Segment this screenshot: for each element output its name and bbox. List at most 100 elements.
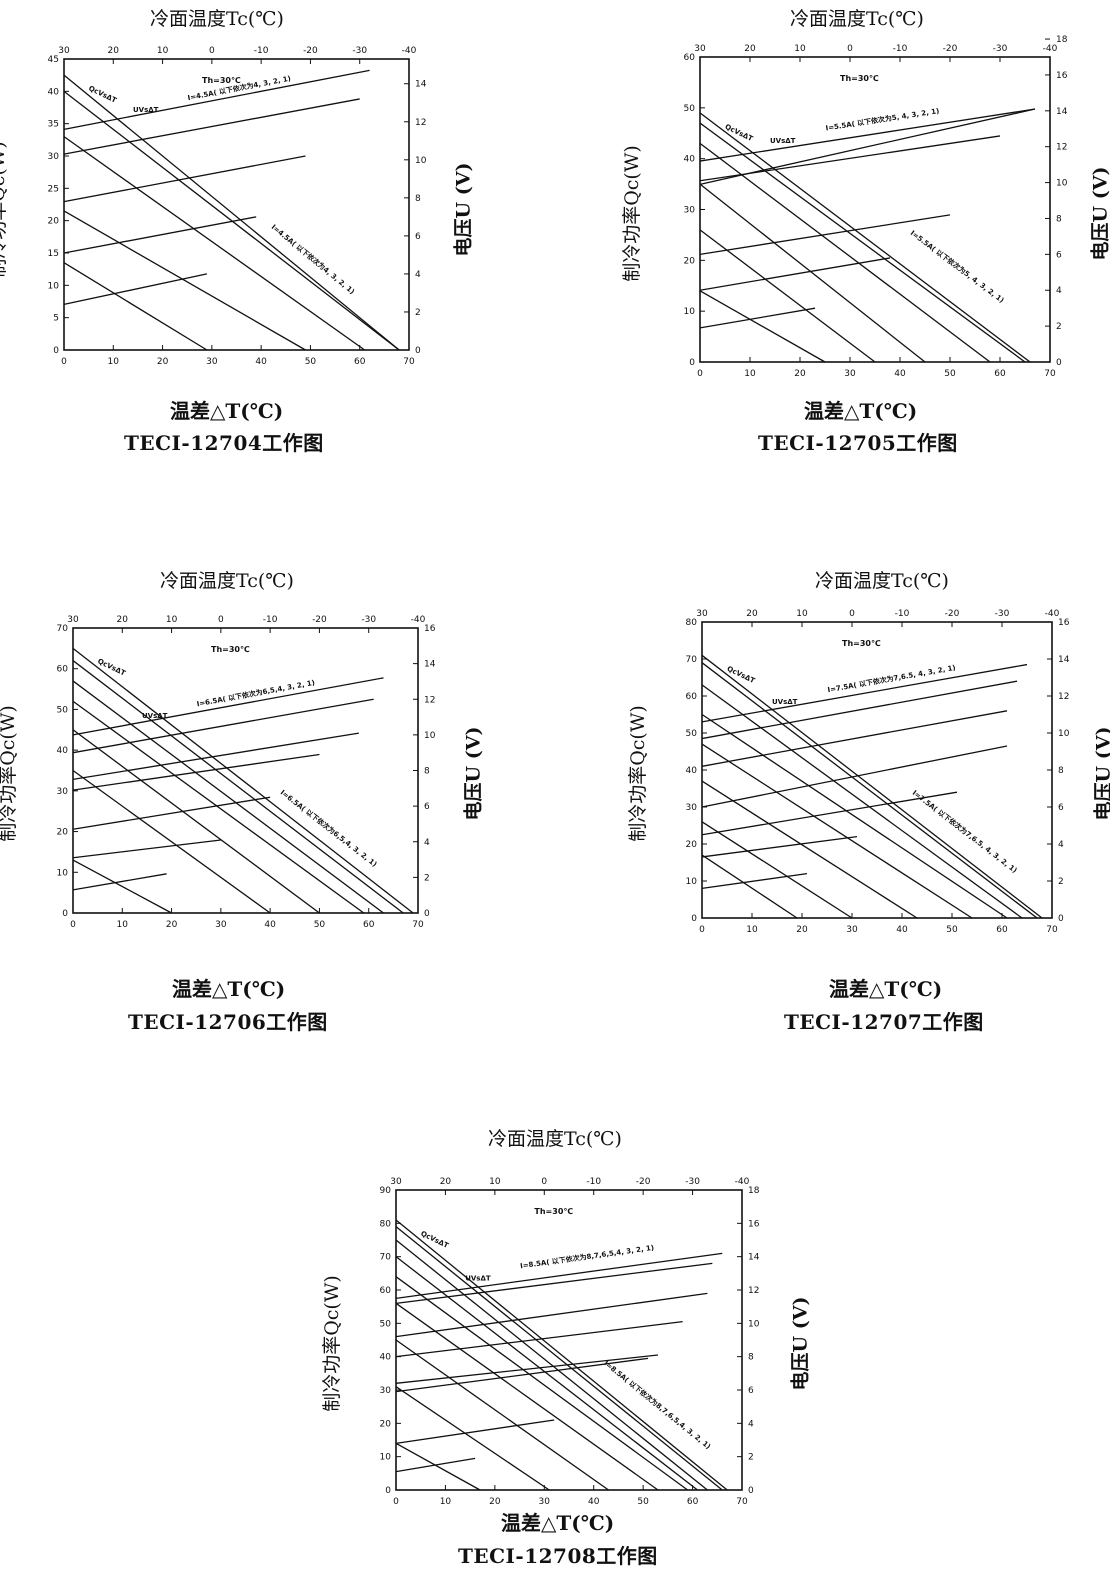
y2-tick-label: 14 xyxy=(415,80,427,90)
u-series-line xyxy=(63,155,306,203)
top-tick-label: -10 xyxy=(893,44,908,54)
y-tick-label: 40 xyxy=(380,1353,392,1363)
y2-tick-label: 4 xyxy=(424,838,430,848)
top-tick-label: -40 xyxy=(402,46,417,56)
chart-caption: TECI-12704工作图 xyxy=(124,431,324,455)
y-tick-label: 60 xyxy=(380,1286,392,1296)
u-series-line xyxy=(395,1457,476,1473)
condition-label: Th=30℃ xyxy=(202,76,241,85)
u-series-line xyxy=(72,698,374,754)
qc-series-line xyxy=(395,1339,609,1491)
y2-tick-label: 10 xyxy=(415,156,427,166)
y-tick-label: 10 xyxy=(686,877,698,887)
x-tick-label: 20 xyxy=(796,925,808,935)
qc-series-line xyxy=(699,229,876,363)
y2-tick-label: 10 xyxy=(1056,179,1068,189)
top-tick-label: 20 xyxy=(744,44,756,54)
qc-series-line xyxy=(699,142,991,363)
qc-series-line xyxy=(63,262,208,351)
y-tick-label: 30 xyxy=(48,152,60,162)
y-tick-label: 60 xyxy=(684,53,696,63)
y-tick-label: 50 xyxy=(380,1319,392,1329)
y-tick-label: 40 xyxy=(48,87,60,97)
y2-tick-label: 4 xyxy=(415,270,421,280)
x-tick-label: 40 xyxy=(264,920,276,930)
x-axis-label: 温差△T(℃) xyxy=(804,399,918,423)
y2-tick-label: 4 xyxy=(1058,840,1064,850)
top-tick-label: 20 xyxy=(117,615,129,625)
y-tick-label: 0 xyxy=(62,909,68,919)
x-tick-label: 30 xyxy=(215,920,227,930)
top-tick-label: -20 xyxy=(945,609,960,619)
top-tick-label: -10 xyxy=(263,615,278,625)
top-tick-label: -10 xyxy=(895,609,910,619)
x-tick-label: 70 xyxy=(403,357,415,367)
top-axis-title: 冷面温度Tc(℃) xyxy=(488,1128,622,1150)
top-tick-label: -40 xyxy=(1045,609,1060,619)
x-tick-label: 0 xyxy=(697,369,703,379)
y-tick-label: 30 xyxy=(380,1386,392,1396)
qc-series-line xyxy=(395,1302,659,1491)
x-tick-label: 40 xyxy=(255,357,267,367)
x-tick-label: 30 xyxy=(206,357,218,367)
u-series-line xyxy=(63,273,208,305)
qc-series-line xyxy=(63,136,366,351)
u-series-line xyxy=(699,307,816,329)
qc-series-line xyxy=(395,1239,708,1491)
y-tick-label: 40 xyxy=(57,746,69,756)
qc-series-line xyxy=(72,729,320,914)
u-series-line xyxy=(63,98,360,155)
u-vs-dt-label: UVsΔT xyxy=(465,1274,491,1282)
x-tick-label: 70 xyxy=(736,1497,748,1507)
x-tick-label: 70 xyxy=(412,920,424,930)
y-tick-label: 10 xyxy=(57,868,69,878)
top-tick-label: -30 xyxy=(993,44,1008,54)
u-series-line xyxy=(395,1354,659,1384)
qc-series-line xyxy=(701,713,1008,919)
y-tick-label: 35 xyxy=(48,120,59,130)
top-axis-title: 冷面温度Tc(℃) xyxy=(815,570,949,592)
y2-tick-label: 6 xyxy=(415,232,421,242)
x-tick-label: 0 xyxy=(699,925,705,935)
top-tick-label: -30 xyxy=(685,1177,700,1187)
y-tick-label: 70 xyxy=(686,655,698,665)
top-tick-label: -10 xyxy=(254,46,269,56)
y2-tick-label: 10 xyxy=(748,1319,760,1329)
y-tick-label: 30 xyxy=(686,803,698,813)
top-tick-label: -20 xyxy=(312,615,327,625)
top-tick-label: 30 xyxy=(694,44,706,54)
y2-tick-label: 0 xyxy=(415,346,421,356)
top-tick-label: 0 xyxy=(849,609,855,619)
x-tick-label: 50 xyxy=(946,925,958,935)
qc-series-line xyxy=(72,660,404,914)
x-tick-label: 10 xyxy=(746,925,758,935)
y-tick-label: 20 xyxy=(686,840,698,850)
y2-tick-label: 18 xyxy=(748,1186,760,1196)
x-tick-label: 0 xyxy=(70,920,76,930)
u-series-line xyxy=(63,69,370,131)
condition-label: Th=30℃ xyxy=(534,1207,573,1216)
y-tick-label: 90 xyxy=(380,1186,392,1196)
x-tick-label: 40 xyxy=(588,1497,600,1507)
y2-tick-label: 2 xyxy=(415,308,421,318)
top-tick-label: 10 xyxy=(166,615,178,625)
y-tick-label: 20 xyxy=(380,1419,392,1429)
top-tick-label: 10 xyxy=(796,609,808,619)
y-tick-label: 45 xyxy=(48,55,59,65)
qc-series-line xyxy=(699,183,926,363)
y-tick-label: 5 xyxy=(53,314,59,324)
qc-series-line xyxy=(72,700,365,914)
qc-series-line xyxy=(701,743,973,919)
qc-series-line xyxy=(63,90,400,351)
u-series-line xyxy=(701,872,808,890)
x-tick-label: 50 xyxy=(944,369,956,379)
chart-caption: TECI-12707工作图 xyxy=(784,1010,984,1034)
qc-vs-dt-label: QcVsΔT xyxy=(419,1230,450,1250)
top-tick-label: 30 xyxy=(696,609,708,619)
y2-tick-label: 2 xyxy=(1056,322,1062,332)
top-tick-label: 10 xyxy=(157,46,169,56)
y2-tick-label: 0 xyxy=(1056,358,1062,368)
top-tick-label: 10 xyxy=(794,44,806,54)
y2-tick-label: 16 xyxy=(424,624,436,634)
